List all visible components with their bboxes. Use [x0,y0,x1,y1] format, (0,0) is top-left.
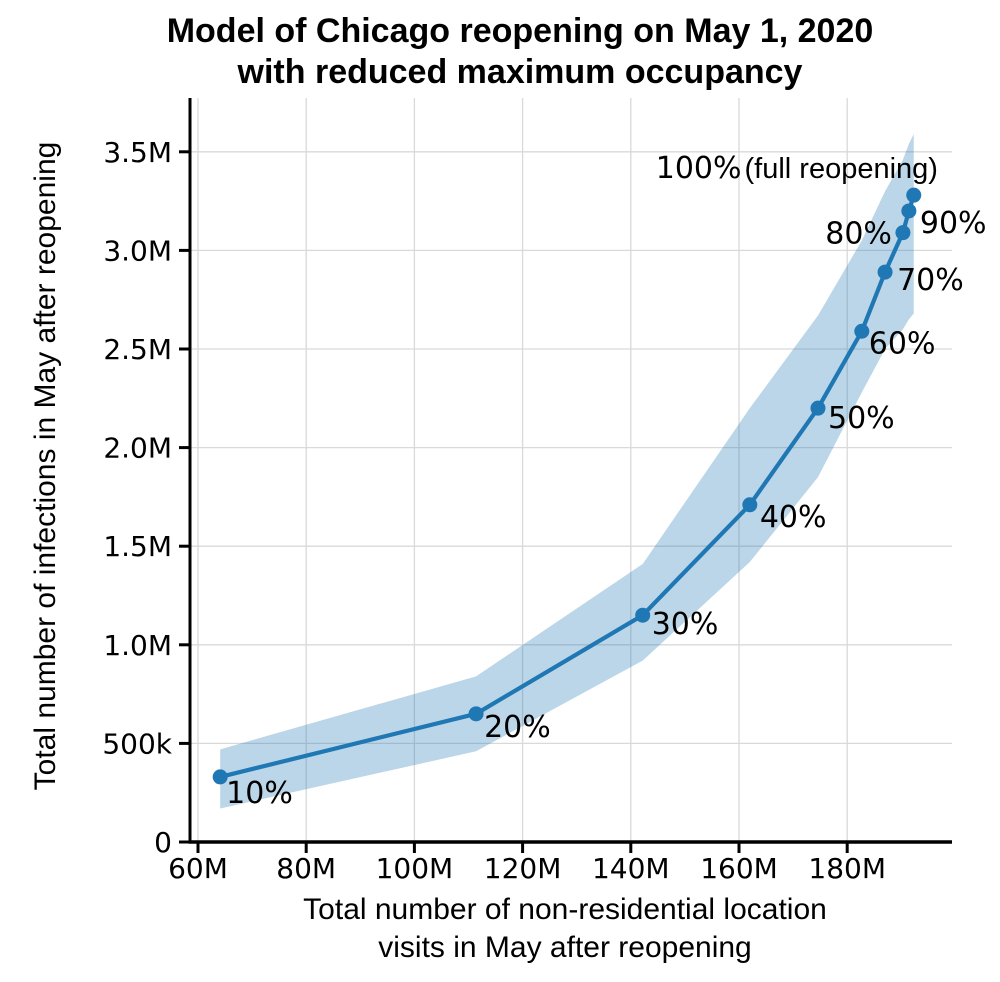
x-tick-label: 80M [276,852,336,885]
x-tick-label: 180M [808,852,886,885]
point-label-60%: 60% [869,326,936,361]
chart-title-line2: with reduced maximum occupancy [237,53,803,91]
point-label-40%: 40% [760,500,827,535]
full-reopening-note: (full reopening) [745,153,938,185]
point-label-30%: 30% [652,607,719,642]
chart-title: Model of Chicago reopening on May 1, 202… [20,11,1000,93]
y-tick-label: 3.0M [103,234,172,267]
data-point-30% [635,607,651,623]
point-label-10%: 10% [226,776,293,811]
y-tick-label: 1.5M [103,530,172,563]
data-point-20% [468,706,484,722]
point-label-50%: 50% [828,401,895,436]
data-point-50% [810,400,826,416]
data-point-100% [906,187,922,203]
x-tick-label: 60M [168,852,228,885]
point-label-70%: 70% [897,263,964,298]
model-curve [218,193,916,780]
point-label-90%: 90% [920,206,987,241]
point-label-100%: 100% (full reopening) [656,151,938,186]
confidence-band [220,134,914,809]
data-point-60% [854,323,870,339]
point-label-80%: 80% [825,217,892,252]
y-tick-label: 2.5M [103,333,172,366]
x-tick-label: 140M [592,852,670,885]
x-tick-label: 160M [700,852,778,885]
y-axis-label: Total number of infections in May after … [29,141,62,791]
x-axis-label-line1: Total number of non-residential location [303,893,827,926]
data-point-10% [212,769,228,785]
x-axis-label-line2: visits in May after reopening [378,931,752,964]
data-point-70% [877,264,893,280]
chart-title-line1: Model of Chicago reopening on May 1, 202… [166,12,874,50]
x-axis-label: Total number of non-residential location… [160,891,970,967]
y-tick-label: 2.0M [103,432,172,465]
y-tick-label: 3.5M [103,136,172,169]
y-tick-label: 1.0M [103,629,172,662]
y-tick-label: 0 [154,826,172,859]
data-point-80% [895,225,911,241]
point-label-20%: 20% [484,710,551,745]
data-point-40% [742,497,758,513]
y-tick-label: 500k [102,727,172,760]
x-tick-label: 100M [376,852,454,885]
x-tick-label: 120M [484,852,562,885]
data-point-90% [901,203,917,219]
